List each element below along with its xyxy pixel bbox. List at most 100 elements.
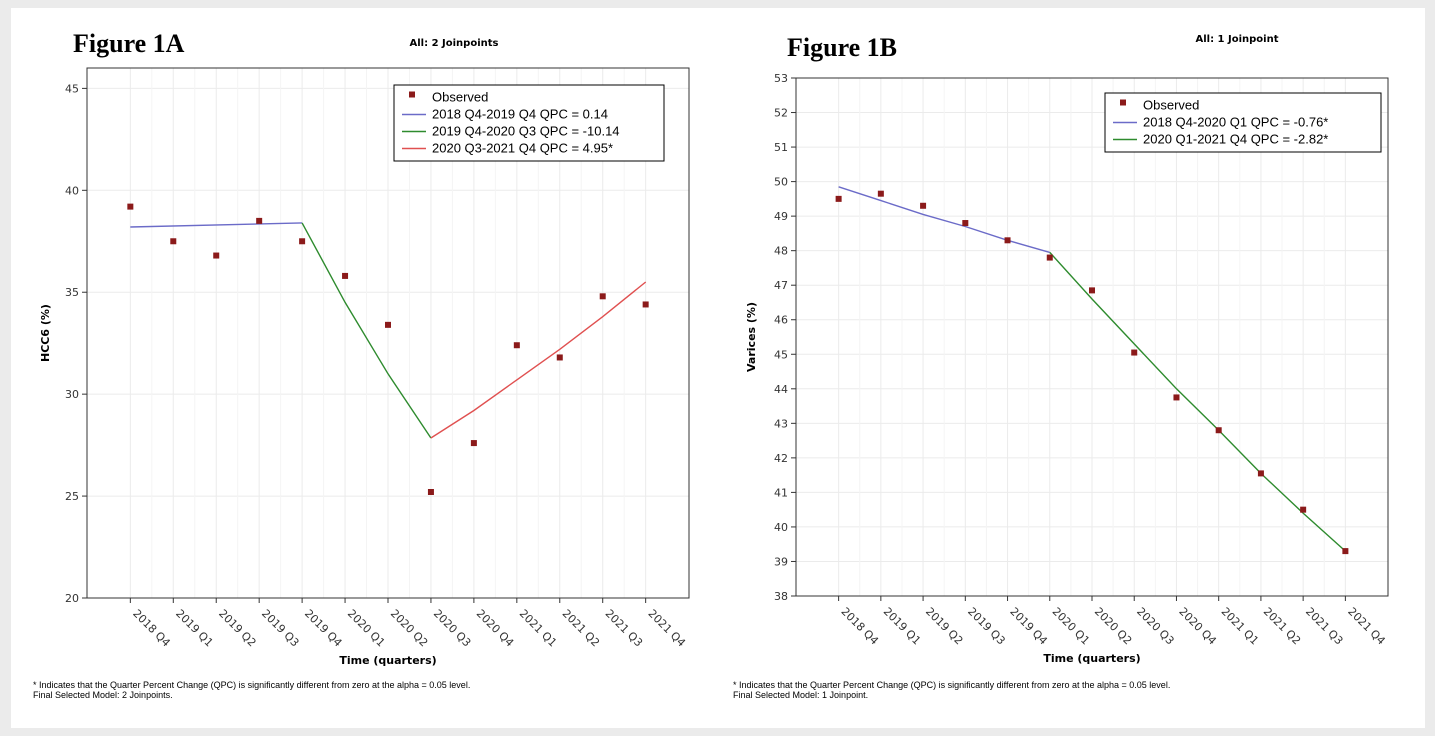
x-axis-label: Time (quarters) (339, 654, 436, 667)
y-tick-label: 46 (774, 314, 788, 327)
x-tick-label: 2020 Q2 (1092, 605, 1135, 648)
trend-segment-line (301, 222, 432, 439)
legend-marker-observed (1120, 99, 1126, 106)
legend-box (1104, 92, 1382, 153)
observed-point (642, 301, 649, 308)
y-tick-label: 50 (774, 176, 788, 189)
y-tick-label: 48 (774, 245, 788, 258)
x-tick-label: 2020 Q1 (345, 607, 388, 650)
x-tick-label: 2021 Q4 (646, 607, 689, 650)
x-tick-label: 2019 Q4 (1007, 605, 1050, 648)
y-tick-label: 41 (774, 486, 788, 499)
x-tick-label: 2020 Q4 (1176, 605, 1219, 648)
y-tick-label: 30 (65, 388, 79, 401)
trend-segment-line (430, 281, 647, 439)
observed-point (556, 354, 563, 361)
observed-point (127, 203, 134, 210)
observed-point (470, 440, 477, 447)
x-tick-label: 2019 Q1 (173, 607, 216, 650)
y-tick-label: 20 (65, 592, 79, 605)
observed-point (1089, 287, 1095, 294)
x-tick-label: 2018 Q4 (130, 607, 173, 650)
y-tick-label: 43 (774, 417, 788, 430)
observed-point (1257, 470, 1264, 477)
legend-label-observed: Observed (432, 90, 488, 105)
x-tick-label: 2019 Q4 (302, 607, 345, 650)
figure-label: Figure 1B (787, 33, 897, 62)
y-tick-label: 52 (774, 107, 788, 120)
footnote-line: * Indicates that the Quarter Percent Cha… (733, 680, 1170, 690)
y-tick-label: 38 (774, 590, 788, 603)
x-tick-label: 2021 Q3 (603, 607, 646, 650)
footnote-line: Final Selected Model: 2 Joinpoints. (33, 690, 173, 700)
x-tick-label: 2019 Q2 (216, 607, 259, 650)
trend-segment-line (1049, 251, 1346, 552)
y-tick-label: 42 (774, 452, 788, 465)
observed-point (962, 220, 969, 227)
y-tick-label: 25 (65, 490, 79, 503)
observed-point (385, 321, 391, 328)
legend-label-segment: 2018 Q4-2019 Q4 QPC = 0.14 (432, 107, 608, 122)
x-tick-label: 2020 Q1 (1050, 605, 1093, 648)
y-tick-label: 51 (774, 141, 788, 154)
x-tick-label: 2021 Q1 (517, 607, 560, 650)
x-tick-label: 2020 Q2 (388, 607, 431, 650)
observed-point (835, 195, 842, 202)
observed-point (299, 238, 306, 245)
legend-label-segment: 2020 Q1-2021 Q4 QPC = -2.82* (1143, 132, 1328, 147)
y-tick-label: 45 (65, 82, 79, 95)
x-tick-label: 2019 Q3 (259, 607, 302, 650)
observed-point (1342, 548, 1349, 555)
chart-figure-1a: Figure 1A All: 2 Joinpoints 20 25 30 35 40 45 20… (33, 29, 690, 700)
legend-label-segment: 2019 Q4-2020 Q3 QPC = -10.14 (432, 124, 620, 139)
y-tick-label: 53 (774, 72, 788, 85)
legend-box (393, 84, 665, 162)
chart-title: All: 1 Joinpoint (1195, 34, 1278, 45)
observed-point (170, 238, 177, 245)
observed-point (1004, 237, 1011, 244)
x-tick-label: 2021 Q4 (1345, 605, 1388, 648)
chart-figure-1b: Figure 1B All: 1 Joinpoint 38 39 40 41 42 43 44 4… (733, 33, 1389, 700)
observed-point (1215, 427, 1222, 434)
x-axis-label: Time (quarters) (1043, 652, 1140, 665)
y-tick-label: 44 (774, 383, 788, 396)
y-tick-label: 47 (774, 279, 788, 292)
footnote-line: Final Selected Model: 1 Joinpoint. (733, 690, 868, 700)
y-axis-label: Varices (%) (745, 302, 758, 372)
observed-point (513, 342, 520, 349)
x-tick-label: 2020 Q3 (1134, 605, 1177, 648)
x-tick-label: 2021 Q2 (1261, 605, 1304, 648)
y-tick-label: 49 (774, 210, 788, 223)
trend-segment-line (838, 186, 1050, 254)
observed-point (342, 272, 349, 279)
observed-point (1046, 254, 1053, 261)
x-tick-label: 2020 Q4 (474, 607, 517, 650)
y-tick-label: 40 (65, 184, 79, 197)
figure-page: Figure 1A All: 2 Joinpoints 20 25 30 35 40 45 20… (11, 8, 1425, 728)
x-tick-label: 2020 Q3 (431, 607, 474, 650)
observed-point (599, 293, 606, 300)
observed-point (1131, 349, 1138, 356)
footnote-line: * Indicates that the Quarter Percent Cha… (33, 680, 470, 690)
observed-point (427, 489, 434, 495)
trend-segment-line (130, 222, 303, 228)
observed-point (1173, 394, 1180, 401)
legend-label-segment: 2018 Q4-2020 Q1 QPC = -0.76* (1143, 115, 1328, 130)
legend-label-segment: 2020 Q3-2021 Q4 QPC = 4.95* (432, 141, 613, 156)
chart-title: All: 2 Joinpoints (410, 38, 499, 49)
observed-point (256, 217, 263, 224)
observed-point (920, 202, 927, 209)
x-tick-label: 2021 Q2 (560, 607, 603, 650)
x-tick-label: 2021 Q1 (1219, 605, 1262, 648)
observed-point (213, 252, 220, 259)
x-tick-label: 2019 Q3 (965, 605, 1008, 648)
y-tick-label: 35 (65, 286, 79, 299)
y-tick-label: 40 (774, 521, 788, 534)
figure-label: Figure 1A (73, 29, 185, 58)
x-tick-label: 2018 Q4 (839, 605, 882, 648)
observed-point (1300, 506, 1307, 513)
y-tick-label: 45 (774, 348, 788, 361)
legend-label-observed: Observed (1143, 98, 1199, 113)
y-axis-label: HCC6 (%) (39, 304, 52, 362)
x-tick-label: 2019 Q1 (881, 605, 924, 648)
